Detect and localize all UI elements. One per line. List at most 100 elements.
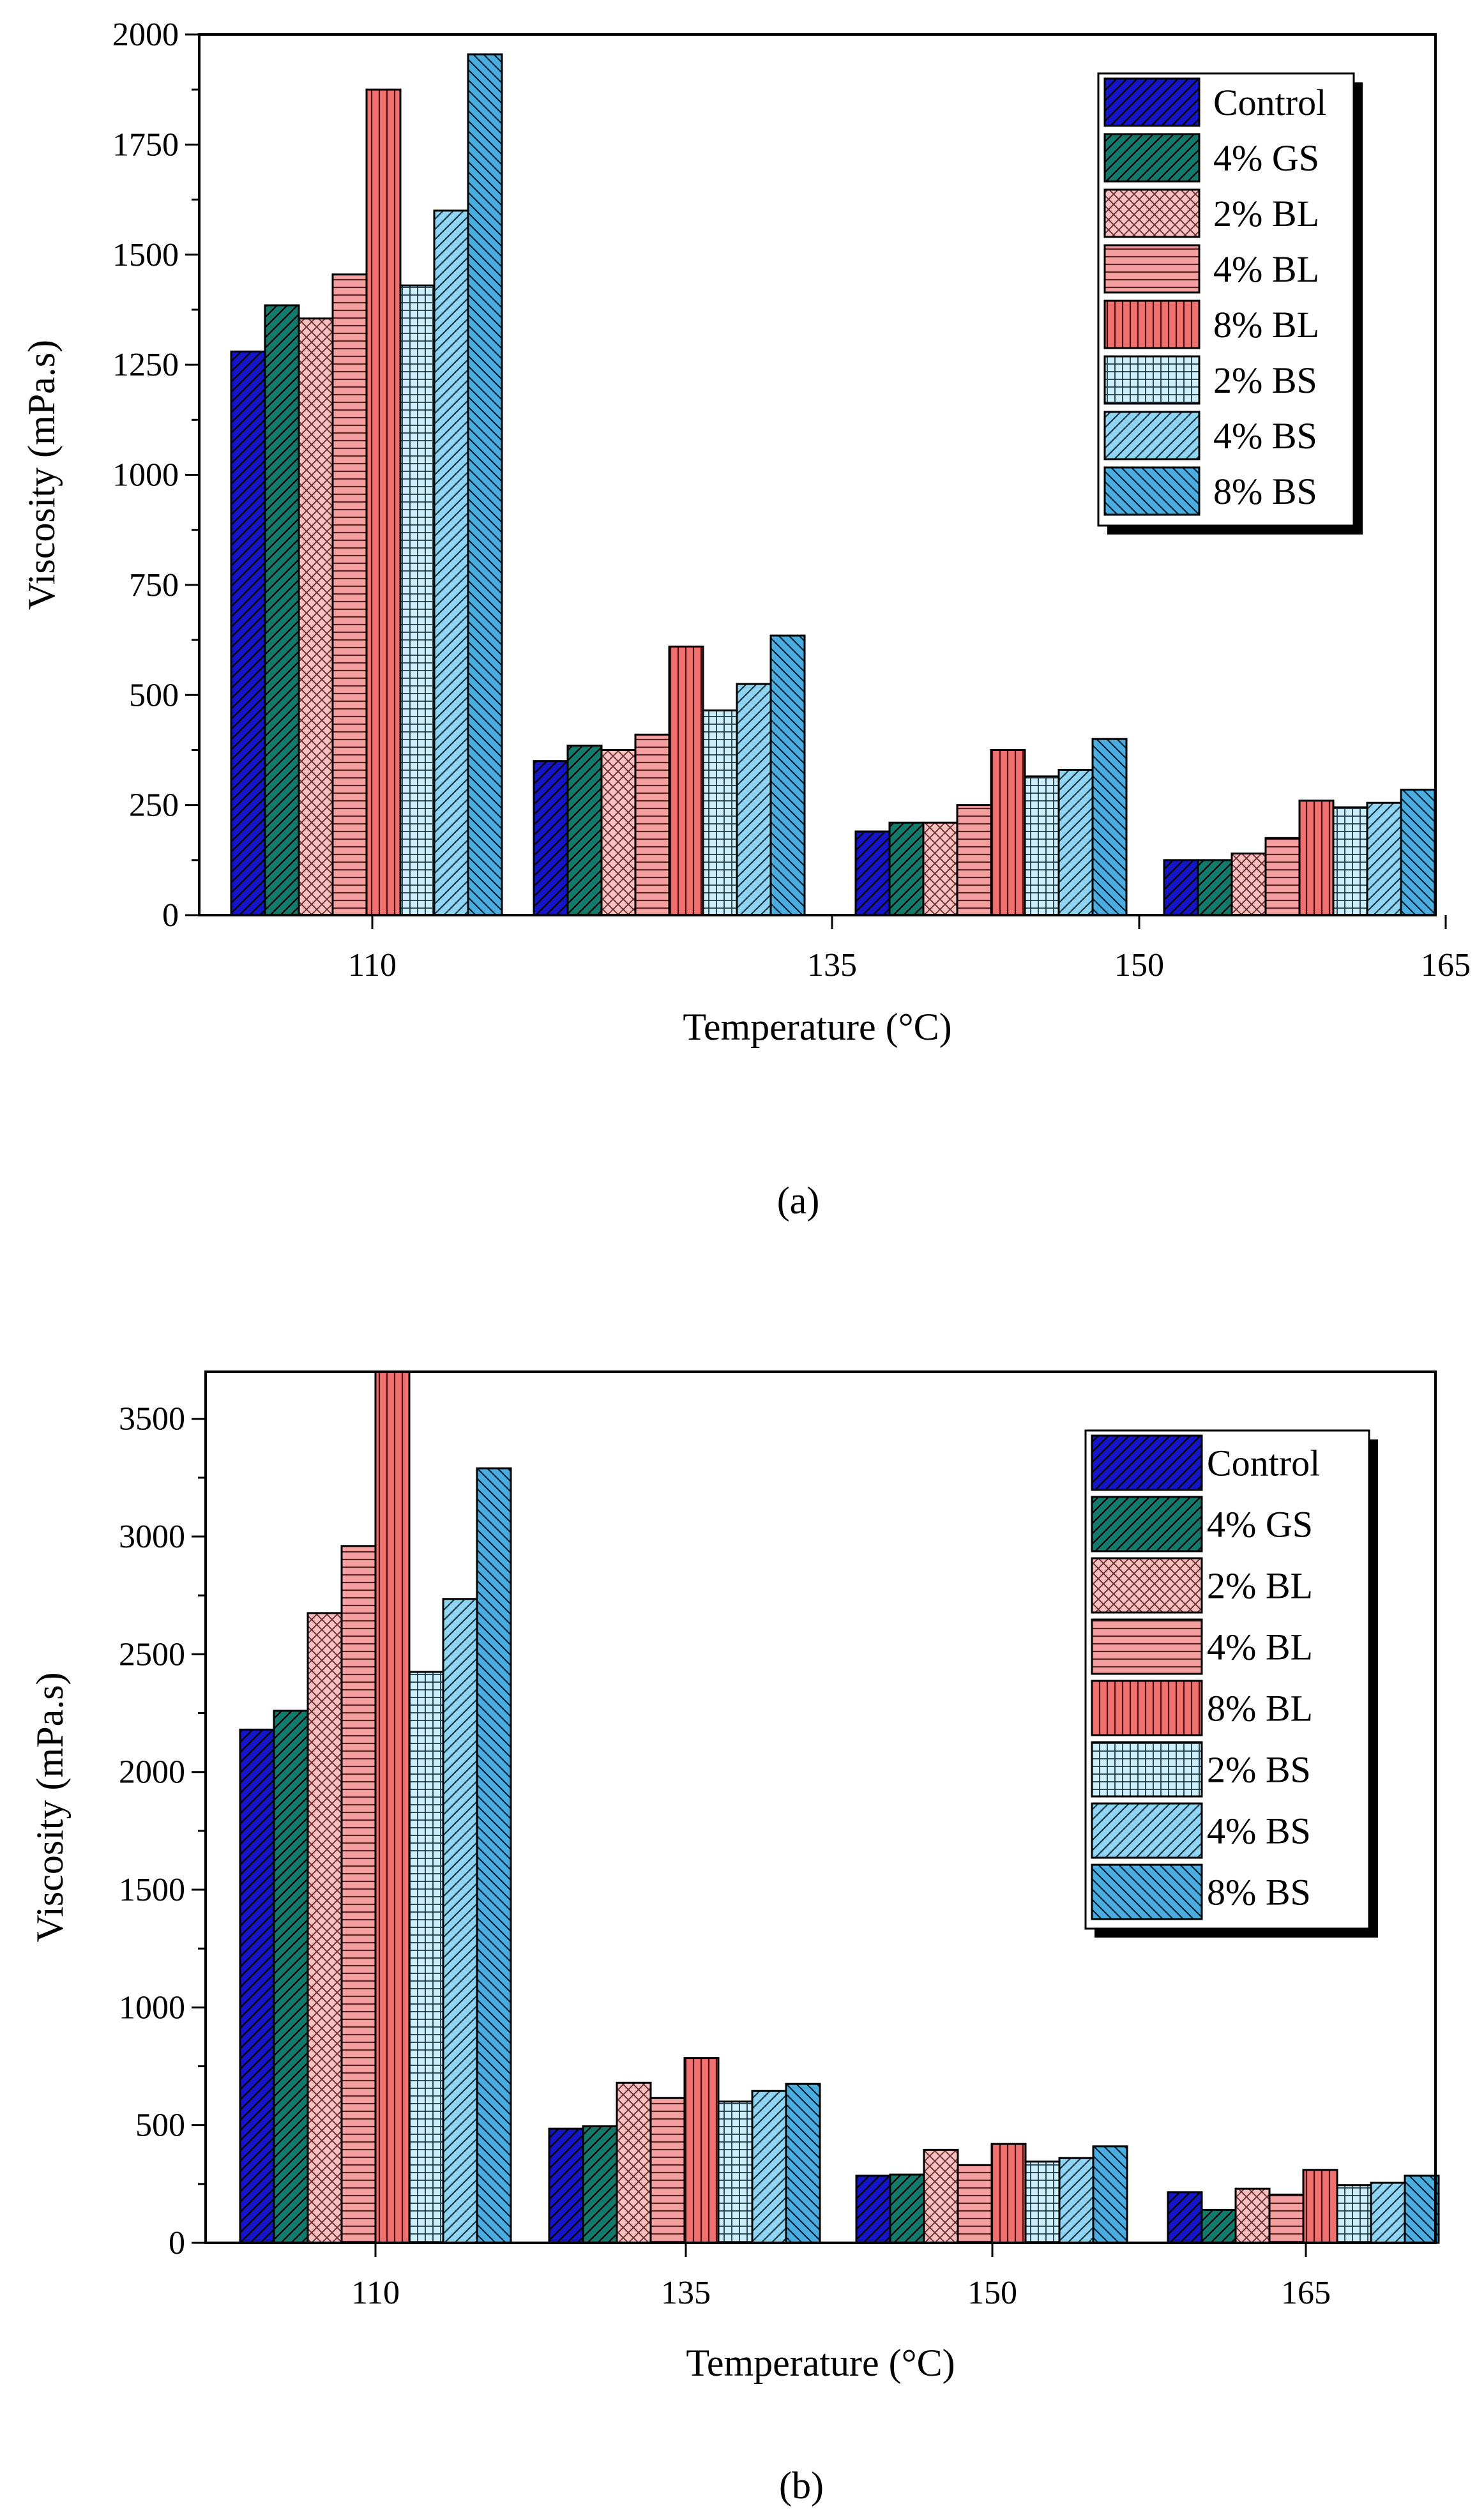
legend-label-control-b: Control xyxy=(1207,1443,1320,1484)
bar-4pct-bs-135-a xyxy=(736,683,772,916)
bar-2pct-bs-135-a xyxy=(702,709,738,916)
bar-control-135-b xyxy=(548,2127,584,2244)
legend-swatch-2pct-bs-b xyxy=(1091,1741,1203,1798)
bar-8pct-bl-165-b xyxy=(1302,2169,1338,2244)
legend-label-4pct-bl-b: 4% BL xyxy=(1207,1627,1313,1668)
y-tick-label-b: 1000 xyxy=(119,1989,185,2026)
bar-4pct-bl-165-b xyxy=(1268,2193,1305,2244)
axes-layer-a: 0 250 500 750 1000 1250 1500 1750 2000 110 135 150 1… xyxy=(112,17,1471,983)
bar-4pct-gs-110-b xyxy=(273,1710,309,2244)
legend-swatch-control-b xyxy=(1091,1434,1203,1491)
bar-4pct-bs-165-a xyxy=(1366,801,1402,916)
bar-2pct-bs-110-b xyxy=(408,1671,444,2244)
legend-label-2pct-bs-a: 2% BS xyxy=(1213,360,1317,401)
legend-swatch-8pct-bs-b xyxy=(1091,1863,1203,1920)
bar-4pct-bs-165-b xyxy=(1370,2182,1406,2244)
bar-2pct-bl-165-a xyxy=(1231,852,1267,916)
bar-4pct-bl-165-a xyxy=(1264,837,1301,916)
bar-2pct-bl-150-a xyxy=(922,821,958,916)
y-tick-label-b: 0 xyxy=(169,2225,185,2261)
bar-2pct-bs-165-b xyxy=(1336,2184,1372,2244)
bar-control-165-a xyxy=(1163,859,1199,916)
legend-label-4pct-bs-a: 4% BS xyxy=(1213,415,1317,457)
legend-swatch-8pct-bl-a xyxy=(1103,300,1201,349)
legend-label-4pct-gs-b: 4% GS xyxy=(1207,1504,1313,1545)
legend-b: Control 4% GS 2% BL 4% BL 8% BL 2% BS 4% BS 8% … xyxy=(1084,1429,1378,1938)
y-tick-label-a: 250 xyxy=(129,787,179,824)
bar-4pct-bl-135-b xyxy=(649,2097,686,2244)
x-tick-label-a: 110 xyxy=(348,947,397,983)
bar-control-150-a xyxy=(854,830,891,916)
axes-layer-b: 0 500 1000 1500 2000 2500 3000 3500 110 135 150 165 xyxy=(119,1370,1437,2311)
bar-8pct-bs-150-a xyxy=(1091,738,1128,916)
legend-a: Control 4% GS 2% BL 4% BL 8% BL 2% BS 4% BS 8% … xyxy=(1097,72,1363,535)
bar-control-135-a xyxy=(533,760,569,916)
bar-8pct-bl-135-b xyxy=(683,2057,720,2244)
x-axis-title-a: Temperature (°C) xyxy=(683,1006,951,1048)
y-tick-label-a: 500 xyxy=(129,677,179,713)
legend-swatch-4pct-bs-a xyxy=(1103,411,1201,460)
bar-4pct-gs-135-a xyxy=(566,745,603,916)
bar-4pct-bl-110-a xyxy=(331,273,368,916)
legend-label-4pct-bl-a: 4% BL xyxy=(1213,248,1319,290)
bar-8pct-bl-135-a xyxy=(668,645,704,916)
x-tick-label-a: 150 xyxy=(1114,947,1164,983)
bar-4pct-bl-135-a xyxy=(634,733,670,916)
legend-swatch-4pct-bl-b xyxy=(1091,1618,1203,1675)
y-tick-label-a: 1250 xyxy=(112,347,179,383)
y-tick-label-b: 3500 xyxy=(119,1401,185,1438)
x-axis-title-b: Temperature (°C) xyxy=(686,2342,955,2384)
bar-4pct-gs-165-b xyxy=(1201,2208,1237,2244)
legend-swatch-4pct-gs-a xyxy=(1103,133,1201,183)
bar-8pct-bs-165-b xyxy=(1404,2175,1440,2244)
legend-label-8pct-bs-b: 8% BS xyxy=(1207,1872,1311,1913)
legend-label-4pct-bs-b: 4% BS xyxy=(1207,1810,1311,1852)
legend-swatch-4pct-bl-a xyxy=(1103,244,1201,294)
legend-swatch-2pct-bs-a xyxy=(1103,355,1201,405)
bar-4pct-bs-110-a xyxy=(433,209,469,916)
bar-8pct-bl-150-a xyxy=(990,748,1026,916)
x-tick-label-b: 135 xyxy=(661,2275,711,2311)
x-tick-label-b: 110 xyxy=(351,2275,400,2311)
bar-2pct-bs-150-a xyxy=(1024,775,1060,916)
bar-2pct-bl-165-b xyxy=(1234,2187,1271,2244)
bar-4pct-bs-135-b xyxy=(751,2090,787,2244)
bar-control-110-b xyxy=(239,1728,275,2244)
bar-4pct-bs-150-a xyxy=(1057,768,1094,916)
legend-label-4pct-gs-a: 4% GS xyxy=(1213,137,1319,179)
y-tick-label-b: 2000 xyxy=(119,1754,185,1791)
bar-8pct-bs-150-b xyxy=(1092,2145,1128,2244)
legend-label-2pct-bs-b: 2% BS xyxy=(1207,1749,1311,1791)
legend-swatch-8pct-bs-a xyxy=(1103,466,1201,516)
x-tick-label-a: 135 xyxy=(807,947,857,983)
y-tick-label-b: 2500 xyxy=(119,1636,185,1673)
legend-label-8pct-bs-a: 8% BS xyxy=(1213,471,1317,512)
y-tick-label-a: 1000 xyxy=(112,457,179,494)
bar-2pct-bs-135-b xyxy=(717,2100,754,2244)
bar-4pct-bl-150-b xyxy=(957,2164,993,2244)
bar-4pct-gs-135-b xyxy=(582,2125,618,2244)
bar-4pct-bl-150-a xyxy=(956,804,992,916)
bar-control-150-b xyxy=(855,2175,891,2244)
bar-8pct-bl-110-b xyxy=(374,1370,411,2244)
chart-panel-b: 0 500 1000 1500 2000 2500 3000 3500 110 135 150 165… xyxy=(29,1370,1440,2507)
bar-8pct-bs-165-a xyxy=(1400,788,1436,916)
y-tick-label-b: 500 xyxy=(135,2107,185,2144)
bars-layer-b xyxy=(239,1370,1440,2244)
chart-panel-a: 0 250 500 750 1000 1250 1500 1750 2000 110 135 150 1… xyxy=(20,17,1471,1222)
y-tick-label-a: 750 xyxy=(129,567,179,603)
bar-8pct-bl-150-b xyxy=(990,2143,1027,2244)
bar-8pct-bl-165-a xyxy=(1298,800,1335,916)
bar-4pct-bl-110-b xyxy=(340,1545,377,2244)
panel-label-b: (b) xyxy=(779,2464,824,2507)
legend-label-8pct-bl-b: 8% BL xyxy=(1207,1688,1313,1729)
legend-label-control-a: Control xyxy=(1213,82,1326,123)
bar-8pct-bs-110-a xyxy=(467,53,503,916)
bar-4pct-gs-150-b xyxy=(889,2173,925,2244)
x-tick-label-b: 165 xyxy=(1281,2275,1331,2311)
legend-swatch-4pct-bs-b xyxy=(1091,1802,1203,1859)
bar-2pct-bs-165-a xyxy=(1332,806,1368,916)
bar-8pct-bs-110-b xyxy=(476,1467,512,2244)
bar-control-110-a xyxy=(230,350,266,916)
